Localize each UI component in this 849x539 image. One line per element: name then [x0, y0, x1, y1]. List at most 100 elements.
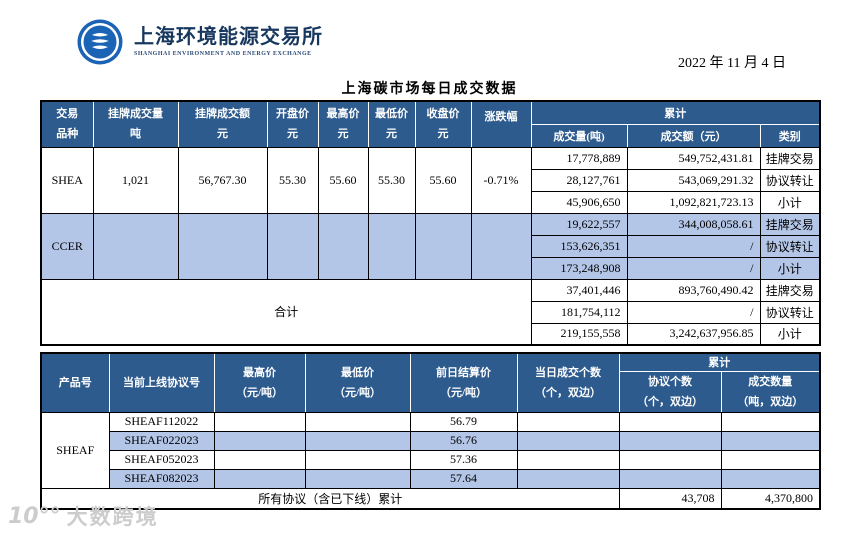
agreements-total-quantity: 4,370,800 [720, 487, 821, 510]
shea-cum-volume: 45,906,650 [530, 190, 628, 214]
total-category: 小计 [759, 322, 821, 346]
t1-col-variety: 交易 品种 [40, 100, 94, 148]
exchange-name-en: SHANGHAI ENVIRONMENT AND ENERGY EXCHANGE [134, 51, 312, 57]
t1-col-cum-amount: 成交额（元） [626, 123, 761, 148]
header-line: 前日结算价 [436, 366, 491, 379]
agreement-id: SHEAF082023 [108, 468, 215, 489]
header-line: 品种 [56, 128, 79, 141]
empty-cell [266, 212, 319, 280]
ccer-row-3: 173,248,908 / 小计 [41, 256, 821, 280]
brand-text: 上海环境能源交易所 SHANGHAI ENVIRONMENT AND ENERG… [134, 18, 323, 57]
ccer-cum-amount: / [626, 234, 761, 258]
t2-col-high: 最高价 （元/吨） [213, 352, 306, 413]
total-category: 协议转让 [759, 300, 821, 324]
total-row-1: 合计 37,401,446 893,760,490.42 挂牌交易 [40, 278, 821, 346]
agreement-row: SHEAF082023 57.64 [41, 468, 821, 489]
header-line: 最低价 [375, 108, 408, 121]
t2-col-today-count: 当日成交个数 （个，双边） [516, 352, 620, 413]
total-cum-volume: 219,155,558 [530, 322, 628, 346]
empty-cell [720, 468, 821, 489]
total-cum-volume: 37,401,446 [530, 278, 628, 302]
empty-cell [618, 449, 722, 470]
header-line: 最高价 [243, 366, 276, 379]
shea-row-1: SHEA 1,021 56,767.30 55.30 55.60 55.30 5… [40, 146, 821, 214]
empty-cell [92, 212, 179, 280]
header-unit: （吨，双边） [737, 395, 804, 408]
header-unit: 元 [217, 128, 228, 141]
exchange-name-cn: 上海环境能源交易所 [134, 26, 323, 48]
shea-low: 55.30 [367, 146, 416, 214]
t1-col-close: 收盘价 元 [414, 100, 472, 148]
ccer-category: 挂牌交易 [759, 212, 821, 236]
header-unit: 元 [337, 128, 349, 141]
watermark-text: 大数跨境 [66, 505, 159, 529]
empty-cell [304, 411, 411, 432]
t1-col-open: 开盘价 元 [266, 100, 319, 148]
header-line: 开盘价 [276, 108, 309, 121]
header-line: 挂牌成交额 [195, 108, 250, 121]
empty-cell [304, 449, 411, 470]
shea-cum-volume: 17,778,889 [530, 146, 628, 170]
t2-header-row-2: 协议个数 （个，双边） 成交数量 （吨，双边） [41, 370, 821, 413]
ccer-category: 协议转让 [759, 234, 821, 258]
shea-cum-amount: 543,069,291.32 [626, 168, 761, 192]
total-cum-amount: / [626, 300, 761, 324]
prev-settlement-price: 56.76 [409, 430, 518, 451]
empty-cell [516, 430, 620, 451]
header-line: 挂牌成交量 [108, 108, 163, 121]
empty-cell [516, 449, 620, 470]
agreements-total-row: 所有协议（含已下线）累计 43,708 4,370,800 [40, 487, 821, 510]
header-unit: 吨 [130, 128, 141, 141]
shea-listed-amount: 56,767.30 [177, 146, 268, 214]
agreement-id: SHEAF052023 [108, 449, 215, 470]
header-line: 交易 [56, 108, 79, 121]
header-unit [474, 127, 529, 141]
agreement-row: SHEAF022023 56.76 [41, 430, 821, 451]
total-row-2: 181,754,112 / 协议转让 [41, 300, 821, 324]
header-unit: （元/吨） [333, 386, 382, 399]
dashukuajing-watermark: 10°° 大数跨境 [8, 501, 159, 531]
t2-col-cum-quantity: 成交数量 （吨，双边） [720, 370, 821, 413]
prev-settlement-price: 57.36 [409, 449, 518, 470]
header-line: 当前上线协议号 [123, 376, 200, 389]
total-row-3: 219,155,558 3,242,637,956.85 小计 [41, 322, 821, 346]
empty-cell [304, 468, 411, 489]
shea-product: SHEA [40, 146, 94, 214]
empty-cell [367, 212, 416, 280]
shea-row-3: 45,906,650 1,092,821,723.13 小计 [41, 190, 821, 214]
ccer-cum-amount: 344,008,058.61 [626, 212, 761, 236]
ccer-category: 小计 [759, 256, 821, 280]
t1-col-listed-volume: 挂牌成交量 吨 [92, 100, 179, 148]
shea-open: 55.30 [266, 146, 319, 214]
empty-cell [213, 468, 306, 489]
header-line: 协议个数 [648, 375, 692, 388]
header-unit: （元/吨） [439, 386, 488, 399]
total-cum-amount: 3,242,637,956.85 [626, 322, 761, 346]
exchange-logo-icon [76, 18, 124, 66]
shea-category: 协议转让 [759, 168, 821, 192]
t1-cumulative-header: 累计 [530, 100, 821, 125]
total-cum-amount: 893,760,490.42 [626, 278, 761, 302]
empty-cell [213, 449, 306, 470]
empty-cell [720, 449, 821, 470]
watermark-logo-icon: 10°° [8, 503, 61, 529]
empty-cell [304, 430, 411, 451]
empty-cell [414, 212, 472, 280]
agreement-row: SHEAF SHEAF112022 56.79 [40, 411, 821, 489]
t2-col-low: 最低价 （元/吨） [304, 352, 411, 413]
header-unit: 元 [386, 128, 397, 141]
agreement-id: SHEAF022023 [108, 430, 215, 451]
t1-col-change: 涨跌幅 [470, 100, 532, 148]
empty-cell [618, 468, 722, 489]
empty-cell [213, 430, 306, 451]
t1-col-high: 最高价 元 [317, 100, 369, 148]
shea-high: 55.60 [317, 146, 369, 214]
shea-category: 小计 [759, 190, 821, 214]
empty-cell [177, 212, 268, 280]
total-cum-volume: 181,754,112 [530, 300, 628, 324]
header-line: 最低价 [341, 366, 374, 379]
prev-settlement-price: 57.64 [409, 468, 518, 489]
empty-cell [720, 411, 821, 432]
empty-cell [470, 212, 532, 280]
